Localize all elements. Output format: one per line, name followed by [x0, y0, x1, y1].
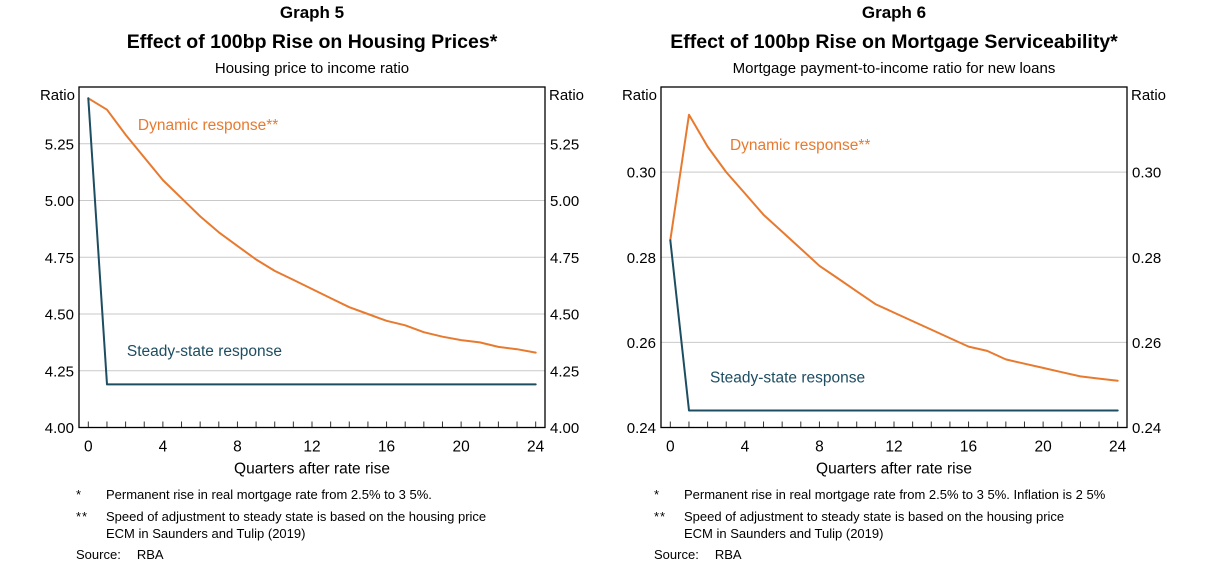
x-tick-label: 12	[885, 439, 902, 456]
y-tick-label-right: 0.28	[1132, 250, 1161, 267]
source-value: RBA	[136, 547, 164, 562]
y-tick-label-right: 4.00	[550, 420, 579, 437]
y-tick-label-left: 5.00	[45, 193, 74, 210]
x-tick-label: 20	[1034, 439, 1052, 456]
y-axis-unit-right: Ratio	[1131, 87, 1166, 104]
footnote-1-marker: *	[76, 487, 83, 502]
y-tick-label-right: 0.30	[1132, 165, 1161, 182]
footnote-1: * Permanent rise in real mortgage rate f…	[76, 486, 486, 503]
y-tick-label-left: 0.30	[627, 165, 656, 182]
x-tick-label: 20	[452, 439, 470, 456]
y-tick-label-left: 0.24	[627, 420, 656, 437]
dynamic-response-label: Dynamic response**	[730, 137, 870, 154]
y-tick-label-right: 4.25	[550, 363, 579, 380]
footnote-2-text-line1: Speed of adjustment to steady state is b…	[684, 509, 1065, 524]
y-tick-label-left: 0.26	[627, 335, 656, 352]
footnote-1-text: Permanent rise in real mortgage rate fro…	[684, 487, 1106, 502]
footnote-2-text-line2: ECM in Saunders and Tulip (2019)	[106, 526, 306, 541]
x-tick-label: 12	[303, 439, 320, 456]
dynamic-response-line	[87, 97, 537, 354]
footnote-1: * Permanent rise in real mortgage rate f…	[654, 486, 1105, 503]
plot-area-graph-6: 0.24 0.24 0.26 0.26 0.28 0.28 0.30 0.30 Ratio Rat…	[622, 86, 1166, 478]
x-tick-label: 4	[741, 439, 750, 456]
x-tick-label: 24	[527, 439, 545, 456]
footnote-2-marker: **	[654, 509, 667, 524]
x-axis-title: Quarters after rate rise	[816, 461, 972, 478]
y-tick-label-right: 5.00	[550, 193, 579, 210]
steady-state-response-line	[87, 97, 537, 386]
chart-panel-graph-6: Graph 6 Effect of 100bp Rise on Mortgage…	[607, 0, 1214, 568]
plot-border	[78, 86, 546, 429]
graph-number: Graph 5	[279, 3, 345, 22]
y-tick-label-left: 4.50	[45, 307, 74, 324]
x-tick-label: 24	[1109, 439, 1127, 456]
source-label: Source:	[76, 547, 121, 562]
footnotes: * Permanent rise in real mortgage rate f…	[76, 486, 486, 563]
y-axis-unit-left: Ratio	[622, 87, 657, 104]
chart-subtitle: Mortgage payment-to-income ratio for new…	[732, 60, 1056, 77]
y-tick-label-right: 4.50	[550, 307, 579, 324]
y-tick-label-right: 0.24	[1132, 420, 1161, 437]
footnote-2: ** Speed of adjustment to steady state i…	[654, 508, 1105, 542]
y-tick-label-left: 4.25	[45, 363, 74, 380]
chart-title: Effect of 100bp Rise on Mortgage Service…	[670, 31, 1118, 53]
x-tick-label: 0	[84, 439, 93, 456]
y-tick-label-left: 0.28	[627, 250, 656, 267]
chart-title: Effect of 100bp Rise on Housing Prices*	[126, 31, 498, 53]
y-tick-label-right: 0.26	[1132, 335, 1161, 352]
y-axis-unit-right: Ratio	[549, 87, 584, 104]
x-tick-label: 4	[159, 439, 168, 456]
footnote-2-text-line1: Speed of adjustment to steady state is b…	[106, 509, 487, 524]
y-tick-label-right: 4.75	[550, 250, 579, 267]
plot-area-graph-5: 4.00 4.00 4.25 4.25 4.50 4.50 4.75 4.75 5.00 5.00…	[40, 86, 584, 478]
dynamic-response-label: Dynamic response**	[138, 117, 278, 134]
x-tick-label: 0	[666, 439, 675, 456]
chart-panel-graph-5: Graph 5 Effect of 100bp Rise on Housing …	[40, 3, 584, 563]
steady-state-response-line	[669, 239, 1119, 412]
source-line: Source: RBA	[654, 546, 1105, 563]
source-value: RBA	[714, 547, 742, 562]
steady-state-response-label: Steady-state response	[710, 369, 865, 386]
x-tick-label: 8	[815, 439, 824, 456]
footnotes: * Permanent rise in real mortgage rate f…	[654, 486, 1105, 563]
x-tick-label: 16	[960, 439, 977, 456]
source-line: Source: RBA	[76, 546, 486, 563]
footnote-2-text-line2: ECM in Saunders and Tulip (2019)	[684, 526, 884, 541]
footnote-1-text: Permanent rise in real mortgage rate fro…	[106, 487, 432, 502]
chart-subtitle: Housing price to income ratio	[214, 60, 410, 77]
source-label: Source:	[654, 547, 699, 562]
footnote-1-marker: *	[654, 487, 661, 502]
steady-state-response-label: Steady-state response	[127, 343, 282, 360]
x-tick-label: 16	[378, 439, 395, 456]
y-tick-label-left: 5.25	[45, 136, 74, 153]
y-tick-label-right: 5.25	[550, 136, 579, 153]
x-tick-label: 8	[233, 439, 242, 456]
dynamic-response-line	[669, 113, 1119, 382]
y-axis-unit-left: Ratio	[40, 87, 75, 104]
x-axis-title: Quarters after rate rise	[234, 461, 390, 478]
y-tick-label-left: 4.00	[45, 420, 74, 437]
footnote-2: ** Speed of adjustment to steady state i…	[76, 508, 486, 542]
graph-number: Graph 6	[861, 3, 927, 22]
plot-border	[660, 86, 1128, 429]
y-tick-label-left: 4.75	[45, 250, 74, 267]
footnote-2-marker: **	[76, 509, 89, 524]
